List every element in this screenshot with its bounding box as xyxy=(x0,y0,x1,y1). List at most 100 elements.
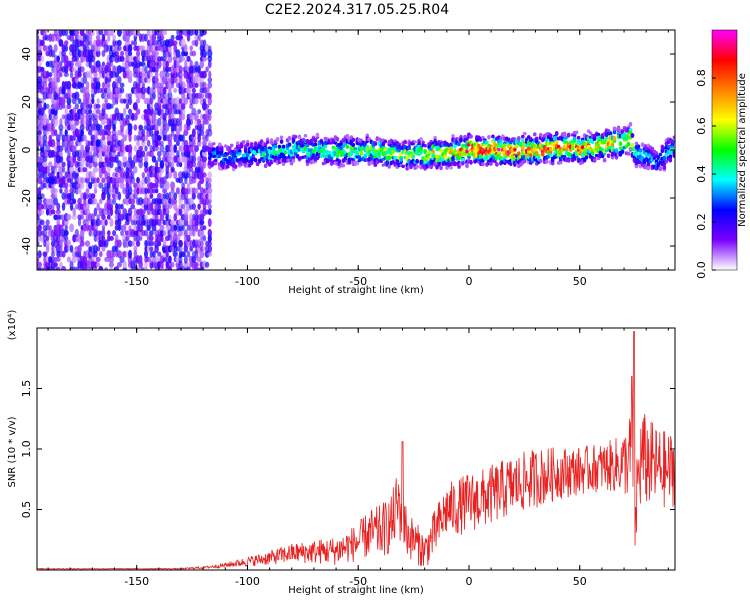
noise-cell xyxy=(99,155,103,163)
noise-cell xyxy=(164,181,170,190)
noise-cell xyxy=(202,140,207,147)
noise-cell xyxy=(64,128,68,137)
noise-cell xyxy=(154,50,159,57)
noise-cell xyxy=(74,30,80,36)
noise-cell xyxy=(50,128,55,137)
ridge-cell xyxy=(305,143,310,148)
noise-cell xyxy=(93,134,98,142)
noise-cell xyxy=(175,60,180,68)
ridge-cell xyxy=(279,135,284,140)
noise-cell xyxy=(178,113,183,121)
noise-cell xyxy=(48,134,53,142)
noise-cell xyxy=(123,170,127,180)
noise-cell xyxy=(165,103,170,110)
noise-cell xyxy=(63,55,69,63)
noise-cell xyxy=(71,97,77,105)
noise-cell xyxy=(88,229,92,237)
noise-cell xyxy=(165,261,170,268)
noise-cell xyxy=(128,93,133,99)
noise-cell xyxy=(96,214,100,221)
ridge-cell xyxy=(237,152,242,156)
noise-cell xyxy=(133,187,138,194)
ridge-cell xyxy=(523,158,527,164)
noise-cell xyxy=(144,166,148,174)
noise-cell xyxy=(88,117,92,127)
ridge-cell xyxy=(443,154,447,159)
ridge-cell xyxy=(459,137,463,142)
noise-cell xyxy=(79,181,85,190)
noise-cell xyxy=(43,102,47,111)
noise-cell xyxy=(50,139,56,148)
noise-cell xyxy=(162,97,168,105)
noise-cell xyxy=(160,86,164,95)
noise-cell xyxy=(136,54,140,64)
ridge-cell xyxy=(646,165,651,171)
noise-cell xyxy=(74,70,80,80)
noise-cell xyxy=(199,229,205,237)
ridge-cell xyxy=(630,132,635,139)
noise-cell xyxy=(101,81,106,89)
noise-cell xyxy=(146,50,151,57)
noise-cell xyxy=(167,91,173,101)
noise-cell xyxy=(82,55,87,62)
noise-cell xyxy=(202,55,207,62)
noise-cell xyxy=(119,177,125,184)
noise-cell xyxy=(168,191,172,201)
ridge-cell xyxy=(253,158,258,163)
noise-cell xyxy=(59,71,63,78)
noise-cell xyxy=(173,133,178,143)
noise-cell xyxy=(40,55,45,62)
noise-cell xyxy=(170,197,175,206)
ridge-cell xyxy=(570,141,575,146)
noise-cell xyxy=(50,209,56,215)
noise-cell xyxy=(80,129,85,137)
noise-cell xyxy=(136,254,140,264)
ridge-cell xyxy=(548,152,553,157)
spectrogram-panel: -150 -100 -50 0 50 -40 -20 0 20 40 Height of str… xyxy=(7,29,676,296)
noise-cell xyxy=(176,223,180,233)
noise-cell xyxy=(69,260,74,269)
noise-cell xyxy=(156,59,162,69)
noise-cell xyxy=(45,240,50,247)
noise-cell xyxy=(146,123,151,132)
noise-cell xyxy=(199,219,205,226)
noise-cell xyxy=(116,112,122,122)
noise-cell xyxy=(93,129,98,136)
noise-cell xyxy=(162,239,167,248)
noise-cell xyxy=(40,208,45,216)
noise-cell xyxy=(149,256,154,263)
noise-cell xyxy=(151,112,157,122)
noise-cell xyxy=(124,33,130,43)
noise-cell xyxy=(79,30,85,37)
noise-cell xyxy=(69,70,74,79)
chart-title: C2E2.2024.317.05.25.R04 xyxy=(265,2,449,18)
noise-cell xyxy=(178,54,183,64)
bottom-y-tick-label: 0.5 xyxy=(20,501,33,519)
noise-cell xyxy=(133,124,138,131)
noise-cell xyxy=(184,43,188,53)
ridge-cell xyxy=(672,135,675,140)
noise-cell xyxy=(37,261,42,268)
noise-cell xyxy=(122,156,128,163)
ridge-cell xyxy=(383,148,388,152)
noise-cell xyxy=(116,261,122,268)
noise-cell xyxy=(167,133,173,143)
ridge-cell xyxy=(540,151,545,157)
noise-cell xyxy=(64,40,69,46)
noise-cell xyxy=(45,203,50,211)
noise-cell xyxy=(170,161,175,168)
noise-cell xyxy=(48,182,53,189)
noise-cell xyxy=(82,192,87,201)
noise-cell xyxy=(96,202,100,211)
noise-cell xyxy=(114,187,119,195)
noise-cell xyxy=(207,208,212,216)
noise-cell xyxy=(165,192,170,200)
noise-cell xyxy=(112,96,117,106)
noise-cell xyxy=(178,101,183,111)
noise-cell xyxy=(56,240,60,247)
noise-cell xyxy=(197,166,201,173)
noise-cell xyxy=(69,244,74,253)
ridge-cell xyxy=(489,161,493,166)
ridge-cell xyxy=(281,162,286,167)
noise-cell xyxy=(72,198,77,205)
